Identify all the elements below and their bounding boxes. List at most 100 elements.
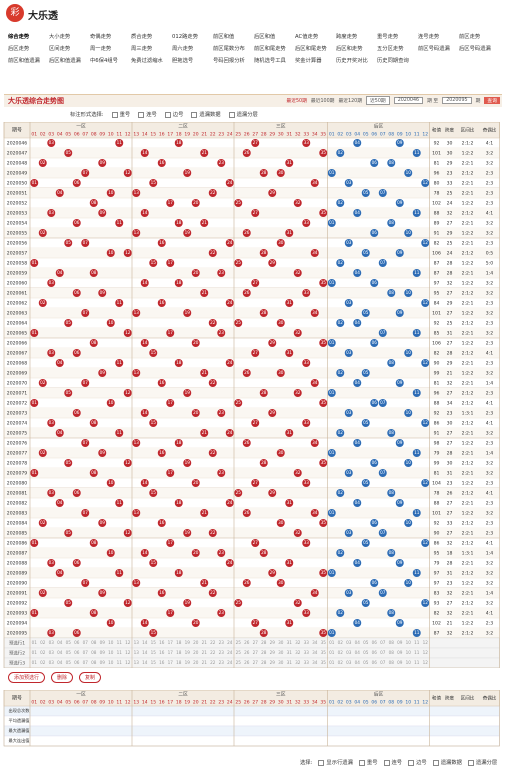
preselect-number: 16 <box>159 660 165 665</box>
nav-link[interactable]: 周一走势 <box>90 46 112 52</box>
preselect-number: 23 <box>219 650 225 655</box>
stat-cell: 2:2:1 <box>462 241 474 247</box>
range-select[interactable]: 近50期 <box>366 96 390 105</box>
nav-link[interactable]: 综合走势 <box>8 34 30 40</box>
red-ball-number: 09 <box>100 450 106 455</box>
nav-link[interactable]: 前区号码遗漏 <box>418 46 450 52</box>
col-head: 27 <box>252 132 258 138</box>
nav-link[interactable]: 后区号码遗漏 <box>459 46 491 52</box>
action-button[interactable]: 删除 <box>51 672 74 683</box>
row-stripe <box>4 408 500 418</box>
option[interactable]: 遗漏分层 <box>228 110 258 118</box>
preselect-number: 26 <box>244 660 250 665</box>
stat-cell: 3:2 <box>486 291 493 297</box>
nav-link[interactable]: 免费过滤缩水 <box>131 58 163 64</box>
red-ball-number: 31 <box>287 160 293 165</box>
nav-link[interactable]: 后区和尾走势 <box>295 46 327 52</box>
col-head: 32 <box>295 700 301 706</box>
nav-link[interactable]: 前区和值遗漏 <box>8 58 40 64</box>
option[interactable]: 重号 <box>111 110 130 118</box>
stat-cell: 2:2:1 <box>462 451 474 457</box>
blue-ball-number: 02 <box>338 370 344 375</box>
footer-option[interactable]: 连号 <box>383 758 402 766</box>
nav-link[interactable]: 大小走势 <box>49 34 71 40</box>
nav-link[interactable]: 质合走势 <box>131 34 153 40</box>
nav-link[interactable]: 后区和值 <box>254 34 276 40</box>
nav-link[interactable]: 前区和尾走势 <box>254 46 286 52</box>
range-link[interactable]: 最近50期 <box>286 99 307 104</box>
issue: 2020086 <box>7 541 28 547</box>
nav-link[interactable]: 周三走势 <box>131 46 153 52</box>
red-ball-number: 08 <box>91 270 97 275</box>
nav-link[interactable]: 012路走势 <box>172 34 199 40</box>
nav-link[interactable]: 区间走势 <box>49 46 71 52</box>
nav-link[interactable]: 前区尾数分布 <box>213 46 245 52</box>
nav-link[interactable]: AC值走势 <box>295 34 319 40</box>
option[interactable]: 遗漏数据 <box>191 110 221 118</box>
option[interactable]: 连号 <box>138 110 157 118</box>
red-ball <box>64 459 73 467</box>
issue: 2020060 <box>7 281 28 287</box>
range-link[interactable]: 最近120期 <box>338 99 362 104</box>
nav-link[interactable]: 重号走势 <box>377 34 399 40</box>
stat-cell: 26 <box>447 491 453 497</box>
blue-ball-number: 10 <box>406 520 412 525</box>
stat-cell: 2:1:2 <box>462 601 474 607</box>
nav-link[interactable]: 跨度走势 <box>336 34 358 40</box>
nav-link[interactable]: 五分区走势 <box>377 46 404 52</box>
option[interactable]: 边号 <box>164 110 183 118</box>
range-link[interactable]: 最近100期 <box>310 99 335 104</box>
nav-link[interactable]: 奖金计算器 <box>295 58 322 64</box>
red-ball <box>115 429 124 437</box>
red-ball-number: 25 <box>236 490 242 495</box>
nav-link[interactable]: 胆拖选号 <box>172 58 194 64</box>
red-ball <box>310 589 319 597</box>
preselect-number: 18 <box>176 650 182 655</box>
action-button[interactable]: 添加预选行 <box>8 672 46 683</box>
footer-option[interactable]: 显示行遗漏 <box>318 758 353 766</box>
footer-option[interactable]: 遗漏分层 <box>467 758 497 766</box>
nav-link[interactable]: 历史开奖对比 <box>336 58 368 64</box>
red-ball-number: 03 <box>49 420 55 425</box>
query-button[interactable]: 查询 <box>484 97 500 104</box>
from-input[interactable]: 2020046 <box>393 97 424 104</box>
red-ball <box>89 269 98 277</box>
nav-link[interactable]: 后区和走势 <box>336 46 363 52</box>
footer-option[interactable]: 遗漏数据 <box>432 758 462 766</box>
preselect-number: 25 <box>236 640 242 645</box>
issue: 2020089 <box>7 571 28 577</box>
nav-link[interactable]: 随机选号工具 <box>254 58 286 64</box>
red-ball-number: 18 <box>176 440 182 445</box>
nav-link[interactable]: 连号走势 <box>418 34 440 40</box>
nav-link[interactable]: 历史同期查询 <box>377 58 409 64</box>
preselect-number: 08 <box>389 640 395 645</box>
red-ball <box>72 179 81 187</box>
blue-ball <box>353 559 362 567</box>
to-input[interactable]: 2020095 <box>442 97 472 104</box>
nav-link[interactable]: 周六走势 <box>172 46 194 52</box>
preselect-number: 27 <box>253 640 259 645</box>
nav-link[interactable]: 号码回报分析 <box>213 58 245 64</box>
action-button[interactable]: 复制 <box>79 672 102 683</box>
red-ball <box>89 419 98 427</box>
nav-link[interactable]: 前区和值 <box>213 34 235 40</box>
red-ball-number: 23 <box>219 160 225 165</box>
stat-cell: 2:2:1 <box>462 531 474 537</box>
col-head: 15 <box>150 132 156 138</box>
red-ball-number: 15 <box>151 630 157 635</box>
red-ball <box>234 319 243 327</box>
blue-ball <box>361 599 370 607</box>
nav-link[interactable]: 前区走势 <box>459 34 481 40</box>
red-ball-number: 26 <box>244 370 250 375</box>
nav-link[interactable]: 中6保4组号 <box>90 58 118 64</box>
nav-link[interactable]: 后区走势 <box>8 46 30 52</box>
preselect-number: 31 <box>287 660 293 665</box>
red-ball-number: 31 <box>287 230 293 235</box>
footer-option[interactable]: 边号 <box>408 758 427 766</box>
nav-link[interactable]: 后区和值遗漏 <box>49 58 81 64</box>
blue-ball-number: 11 <box>414 330 420 335</box>
footer-option[interactable]: 重号 <box>358 758 378 766</box>
col-head: 01 <box>31 700 37 706</box>
nav-link[interactable]: 奇偶走势 <box>90 34 112 40</box>
red-ball <box>276 449 285 457</box>
